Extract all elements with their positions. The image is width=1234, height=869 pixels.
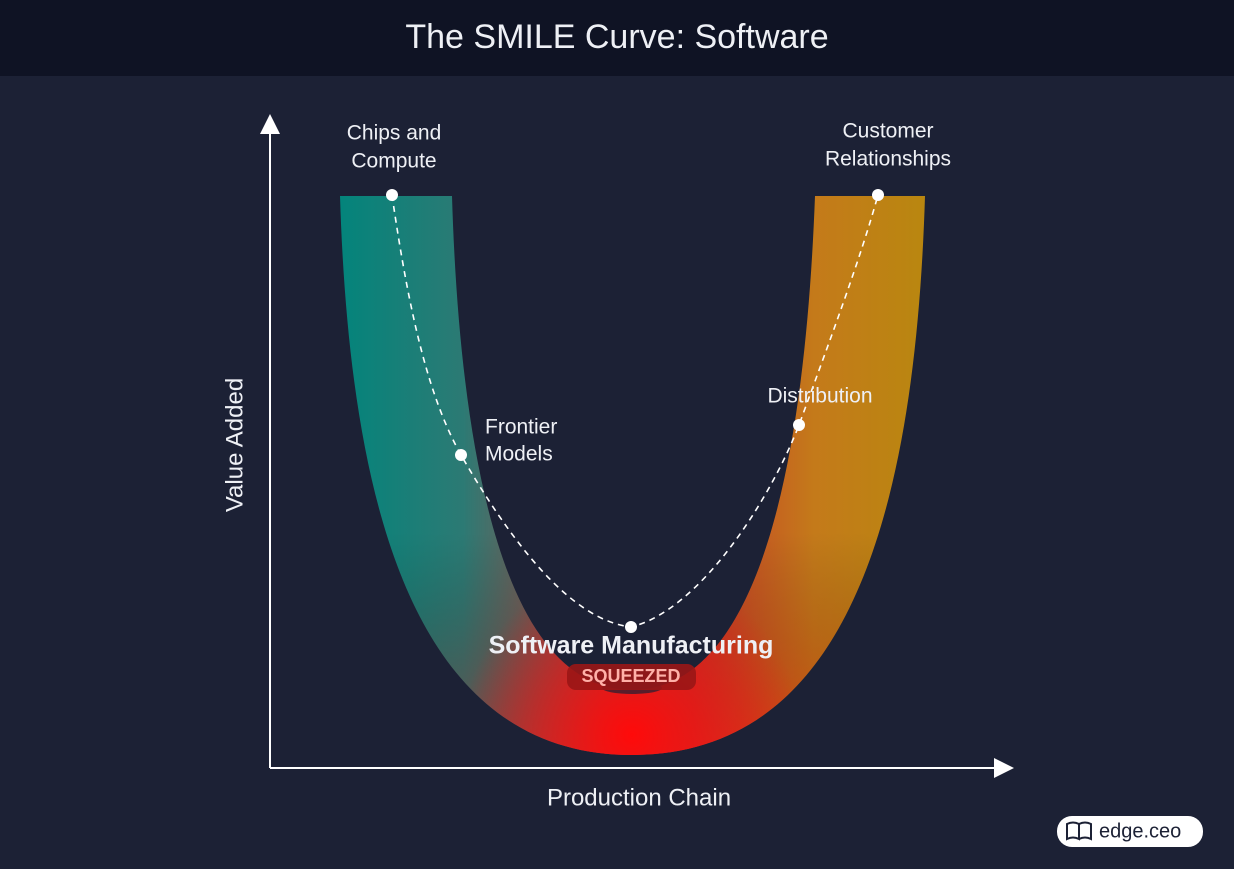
brand-icon (1066, 821, 1092, 841)
stage-label: Compute (351, 150, 436, 173)
badge-text: SQUEEZED (581, 666, 680, 686)
stage-dots (386, 189, 884, 633)
brand-pill (1057, 816, 1203, 847)
stage-label: Software Manufacturing (489, 632, 774, 660)
stage-dot (625, 621, 637, 633)
header-bar (0, 0, 1234, 76)
stage-label: Customer (842, 120, 933, 143)
y-axis-label: Value Added (221, 378, 248, 512)
stage-dot (455, 449, 467, 461)
stage-dot (872, 189, 884, 201)
stage-label: Models (485, 443, 553, 466)
badge (567, 664, 696, 690)
stage-label: Distribution (767, 385, 872, 408)
stage-dot (386, 189, 398, 201)
x-axis-label: Production Chain (547, 784, 731, 811)
brand: edge.ceo (1099, 820, 1181, 842)
stage-label: Frontier (485, 416, 557, 439)
title: The SMILE Curve: Software (405, 18, 828, 56)
stage-dot (793, 419, 805, 431)
stage-label: Relationships (825, 148, 951, 171)
stage-label: Chips and (347, 122, 442, 145)
